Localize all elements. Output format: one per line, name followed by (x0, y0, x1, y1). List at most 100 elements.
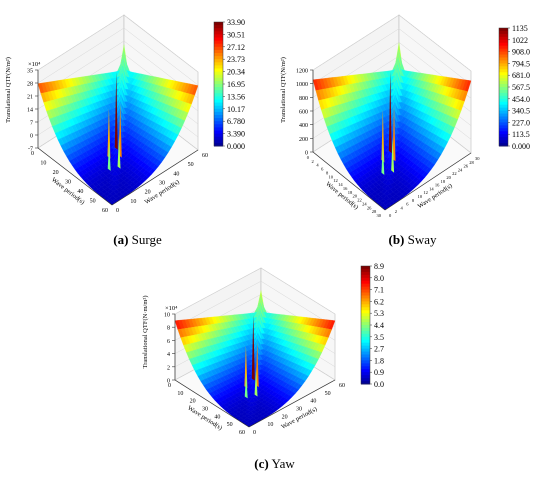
colorbar-tick-label: 3.5 (374, 333, 384, 342)
y-tick-label: 20 (145, 190, 151, 196)
z-axis-label: Translational QTF(N·m/m²) (142, 295, 149, 368)
colorbar-segment (499, 113, 508, 117)
colorbar-segment (361, 330, 370, 335)
colorbar-segment (499, 78, 508, 82)
colorbar-segment (214, 115, 223, 119)
y-tick-label: 0 (389, 213, 392, 218)
colorbar-segment (361, 372, 370, 376)
colorbar-segment (214, 124, 223, 128)
x-tick-label: 20 (53, 170, 59, 176)
y-tick-label: 4 (400, 205, 403, 210)
caption-letter: (a) (113, 232, 129, 247)
caption-letter: (c) (254, 456, 269, 471)
colorbar-tick-label: 10.17 (227, 105, 245, 114)
colorbar-segment (214, 96, 223, 100)
colorbar-segment (499, 57, 508, 61)
surface-spike (117, 134, 121, 169)
colorbar-tick-label: 20.34 (227, 68, 245, 77)
colorbar-segment (214, 80, 223, 85)
surface-spike (251, 314, 255, 381)
x-tick-label: 26 (367, 205, 372, 210)
colorbar-segment (214, 127, 223, 131)
z-multiplier: ×10⁴ (28, 61, 41, 68)
colorbar-tick-label: 3.390 (227, 130, 245, 139)
surface-spike (381, 109, 385, 163)
colorbar-tick-label: 6.2 (374, 297, 384, 306)
gridline (312, 28, 400, 84)
colorbar-segment (499, 119, 508, 123)
colorbar-segment (214, 121, 223, 125)
colorbar-segment (214, 46, 223, 51)
colorbar-segment (499, 122, 508, 126)
colorbar-segment (214, 31, 223, 35)
y-tick-label: 30 (475, 156, 480, 161)
colorbar-segment (361, 327, 370, 332)
colorbar-segment (499, 134, 508, 138)
colorbar-segment (361, 274, 370, 279)
surface-spike (391, 136, 395, 173)
y-axis (384, 152, 472, 211)
gridline (260, 267, 336, 315)
z-multiplier: ×10⁴ (165, 305, 178, 312)
colorbar-segment (499, 33, 508, 38)
x-tick-label: 0 (168, 383, 171, 389)
gridline (123, 27, 199, 86)
x-tick-label: 40 (77, 189, 83, 195)
y-tick-label: 50 (325, 391, 331, 397)
colorbar-tick-label: 340.5 (512, 107, 530, 116)
colorbar-tick-label: 30.51 (227, 30, 245, 39)
colorbar-segment (499, 92, 508, 97)
colorbar-segment (499, 66, 508, 70)
colorbar-segment (214, 118, 223, 122)
x-tick-label: 30 (377, 213, 382, 218)
x-tick-label: 60 (239, 430, 245, 436)
colorbar-segment (214, 102, 223, 107)
caption-sway: (b) Sway (275, 232, 550, 248)
z-axis-label: Translational QTF(N/m²) (280, 57, 287, 123)
colorbar-tick-label: 454.0 (512, 95, 530, 104)
z-tick-label: 200 (299, 137, 308, 143)
colorbar-segment (361, 381, 370, 385)
colorbar-tick-label: 113.5 (512, 130, 530, 139)
caption-name: Sway (407, 232, 437, 247)
z-tick-label: 2 (167, 365, 170, 371)
gridline (398, 14, 472, 72)
colorbar-segment (499, 98, 508, 103)
colorbar-segment (499, 54, 508, 58)
colorbar-segment (214, 108, 223, 113)
surface-spike (254, 367, 258, 397)
colorbar-segment (361, 319, 370, 323)
colorbar-tick-label: 0.000 (512, 142, 530, 151)
y-tick-label: 40 (310, 399, 316, 405)
colorbar-segment (499, 131, 508, 135)
y-tick-label: 12 (423, 190, 428, 195)
y-tick-label: 2 (395, 209, 397, 214)
colorbar-segment (214, 22, 223, 26)
colorbar-segment (214, 142, 223, 147)
colorbar-segment (499, 72, 508, 76)
x-tick-label: 20 (190, 399, 196, 405)
colorbar-segment (361, 316, 370, 320)
colorbar-segment (361, 360, 370, 364)
colorbar-segment (499, 125, 508, 129)
colorbar-tick-label: 1022 (512, 36, 528, 45)
colorbar-segment (214, 43, 223, 48)
z-tick-label: 1000 (296, 82, 308, 88)
colorbar-segment (361, 301, 370, 305)
x-tick-label: 60 (102, 208, 108, 214)
colorbar-segment (214, 136, 223, 141)
x-tick-label: 16 (343, 186, 348, 191)
colorbar-tick-label: 2.7 (374, 345, 384, 354)
colorbar-segment (361, 271, 370, 276)
x-tick-label: 14 (338, 182, 343, 187)
z-tick-label: 400 (299, 123, 308, 129)
colorbar-segment (361, 268, 370, 273)
y-tick-label: 30 (159, 181, 165, 187)
colorbar-segment (361, 280, 370, 285)
colorbar-segment (214, 77, 223, 82)
colorbar-segment (361, 313, 370, 317)
surface-spike (118, 103, 122, 158)
x-tick-label: 30 (65, 180, 71, 186)
